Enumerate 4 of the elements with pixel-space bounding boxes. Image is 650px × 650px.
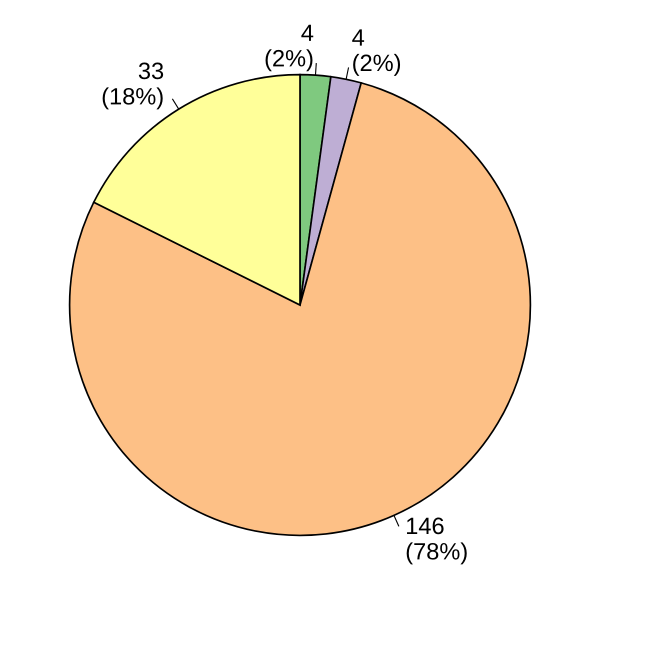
data-label: 4 (2%): [352, 29, 400, 76]
data-label: 4 (2%): [266, 24, 314, 72]
data-label: 146 (78%): [406, 518, 467, 564]
data-label: 33 (18%): [102, 62, 164, 110]
